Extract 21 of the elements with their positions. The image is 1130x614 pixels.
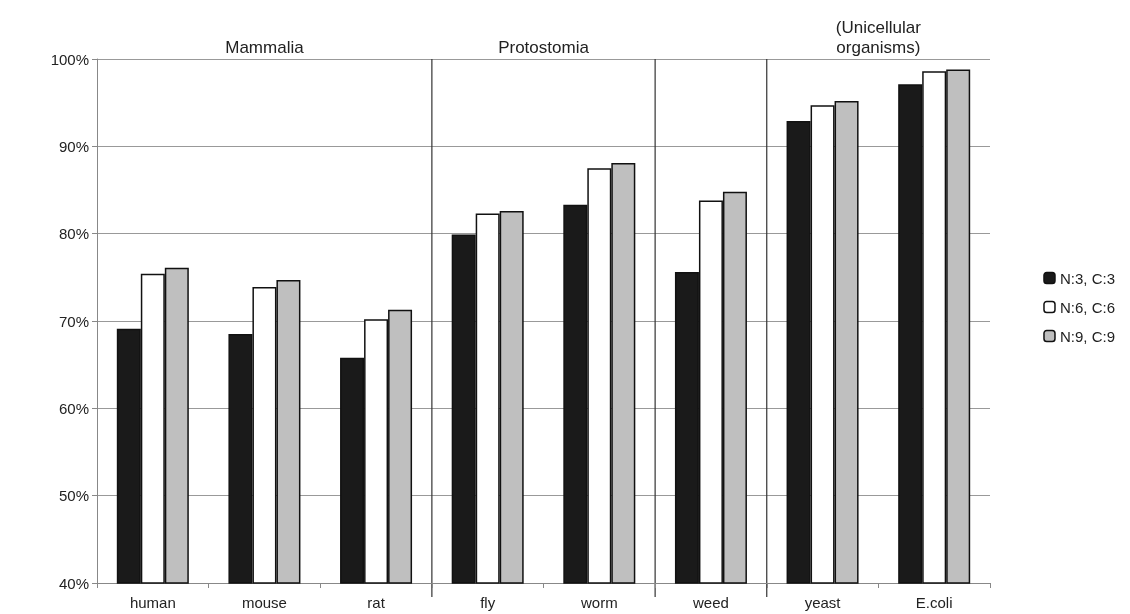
- x-tick-label: rat: [367, 594, 386, 611]
- x-tick-label: fly: [480, 594, 496, 611]
- x-tick-label: mouse: [241, 594, 287, 611]
- y-tick-label: 40%: [58, 574, 89, 592]
- x-tick-label: weed: [692, 594, 729, 611]
- text: (Unicellular organisms): [835, 17, 922, 57]
- x-tick-label: human: [129, 594, 176, 611]
- text: Protostomia: [498, 37, 590, 57]
- x-tick-label: yeast: [804, 594, 842, 611]
- y-tick-label: 50%: [58, 487, 89, 505]
- y-tick-label: 60%: [58, 399, 89, 417]
- y-tick-label: 80%: [58, 225, 89, 243]
- legend-label: N:6, C:6: [1059, 298, 1116, 316]
- x-tick-label: E.coli: [915, 594, 953, 611]
- x-tick-label: worm: [579, 594, 618, 611]
- y-tick-label: 70%: [58, 312, 89, 330]
- y-tick-label: 90%: [58, 137, 89, 155]
- y-tick-label: 100%: [50, 50, 89, 68]
- legend-label: N:9, C:9: [1059, 327, 1116, 345]
- text: Mammalia: [225, 37, 305, 57]
- legend-label: N:3, C:3: [1059, 269, 1116, 287]
